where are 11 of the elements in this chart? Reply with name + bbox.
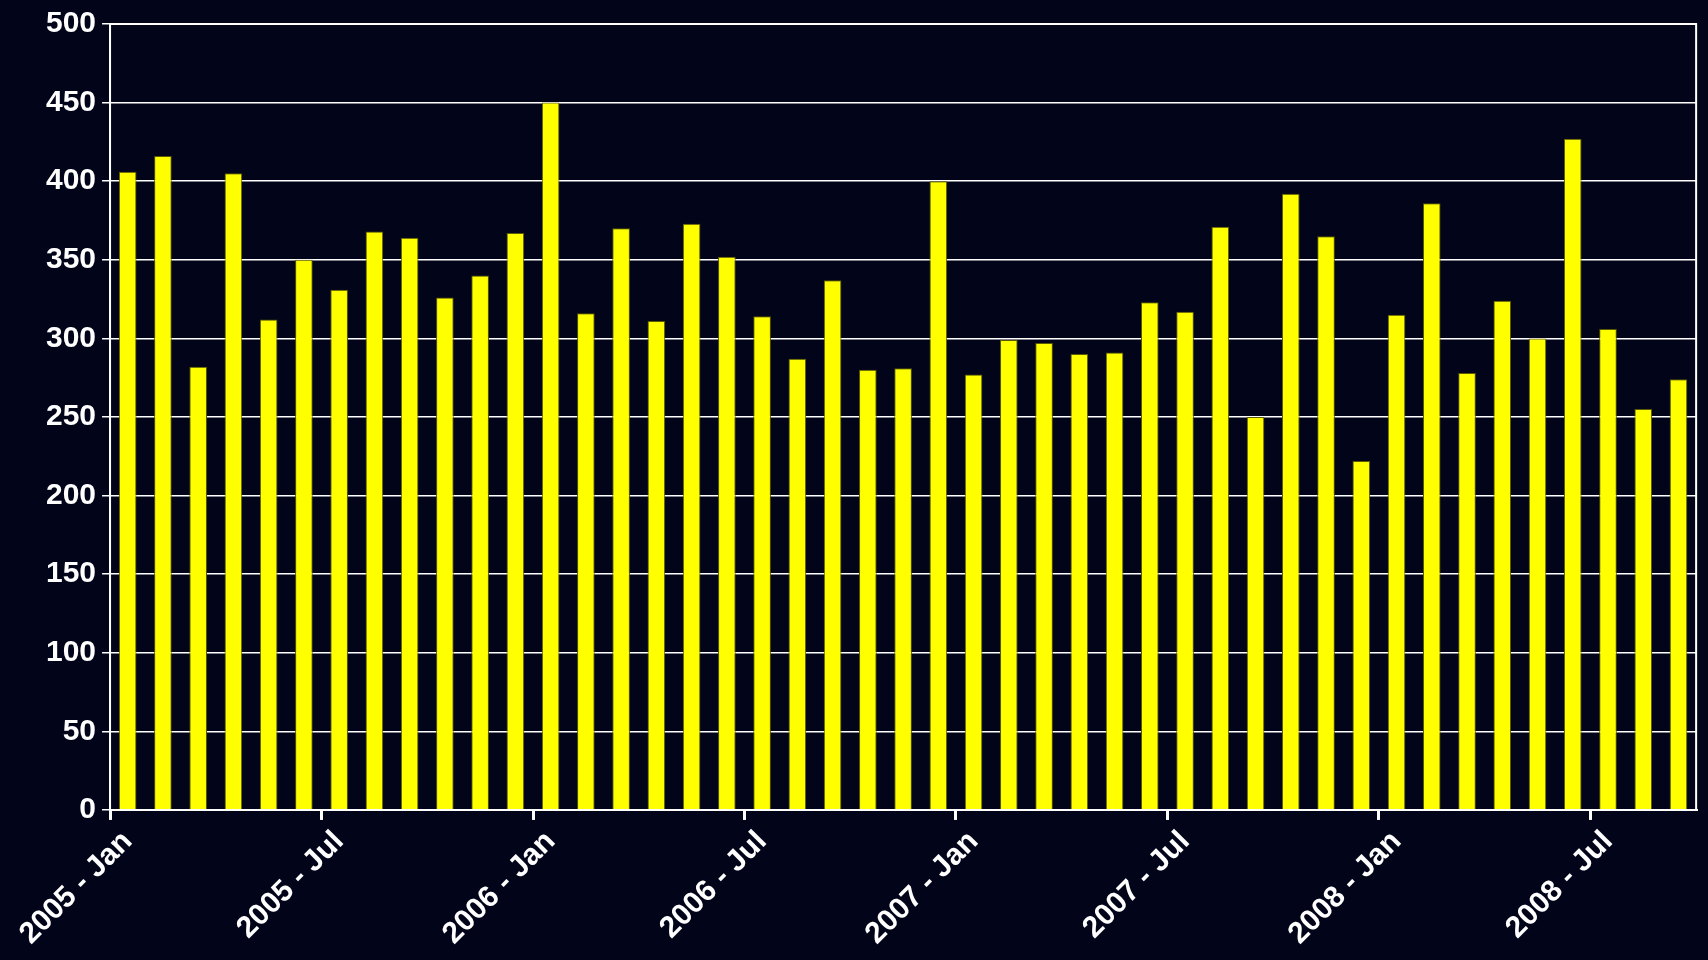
- y-tick-label: 450: [45, 83, 97, 117]
- y-tick-label: 400: [45, 162, 97, 196]
- y-tick-label: 150: [45, 555, 97, 589]
- y-tick-label: 200: [45, 476, 97, 510]
- y-tick-label: 350: [45, 241, 97, 275]
- y-tick-label: 250: [45, 398, 97, 432]
- y-tick-label: 50: [62, 712, 97, 746]
- y-tick-label: 500: [45, 5, 97, 39]
- y-tick-label: 100: [45, 634, 97, 668]
- y-tick-label: 0: [79, 791, 97, 825]
- y-tick-label: 300: [45, 319, 97, 353]
